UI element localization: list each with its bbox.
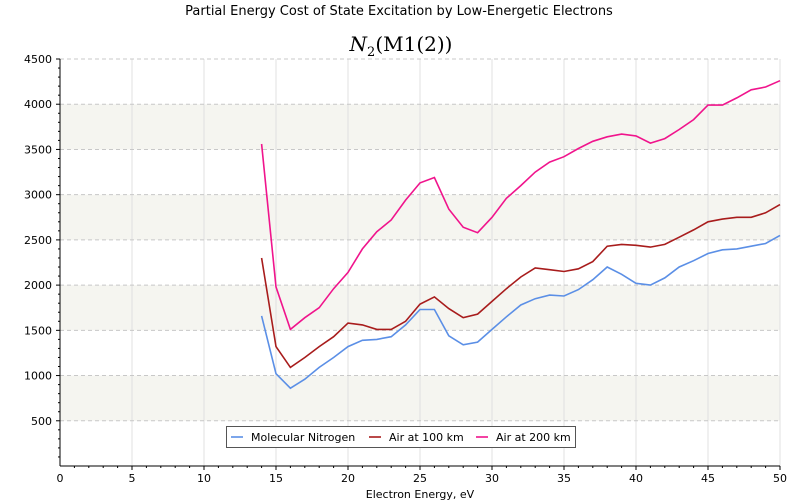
legend-label: Air at 200 km xyxy=(496,431,571,444)
legend-label: Molecular Nitrogen xyxy=(251,431,355,444)
y-tick-label: 3500 xyxy=(24,143,52,156)
subtitle-rest: (M1(2)) xyxy=(375,32,452,56)
y-tick-label: 2000 xyxy=(24,279,52,292)
x-tick-label: 40 xyxy=(629,472,643,485)
y-tick-label: 4000 xyxy=(24,98,52,111)
x-tick-label: 35 xyxy=(557,472,571,485)
y-tick-label: 500 xyxy=(31,415,52,428)
x-tick-label: 45 xyxy=(701,472,715,485)
subtitle-base: N xyxy=(349,32,369,56)
y-tick-label: 3000 xyxy=(24,189,52,202)
y-tick-label: 4500 xyxy=(24,53,52,66)
x-tick-label: 10 xyxy=(197,472,211,485)
x-tick-label: 25 xyxy=(413,472,427,485)
subtitle-sub: 2 xyxy=(367,45,375,60)
x-tick-label: 0 xyxy=(57,472,64,485)
chart-subtitle: N2(M1(2)) xyxy=(349,32,453,60)
x-tick-label: 5 xyxy=(129,472,136,485)
legend: Molecular Nitrogen Air at 100 km Air at 20… xyxy=(227,427,576,448)
legend-label: Air at 100 km xyxy=(389,431,464,444)
x-tick-label: 50 xyxy=(773,472,787,485)
chart-title: Partial Energy Cost of State Excitation … xyxy=(185,4,613,19)
x-tick-label: 30 xyxy=(485,472,499,485)
x-axis-label: Electron Energy, eV xyxy=(366,488,475,500)
y-tick-label: 2500 xyxy=(24,234,52,247)
x-tick-label: 15 xyxy=(269,472,283,485)
y-tick-label: 1500 xyxy=(24,324,52,337)
x-tick-label: 20 xyxy=(341,472,355,485)
y-tick-label: 1000 xyxy=(24,370,52,383)
